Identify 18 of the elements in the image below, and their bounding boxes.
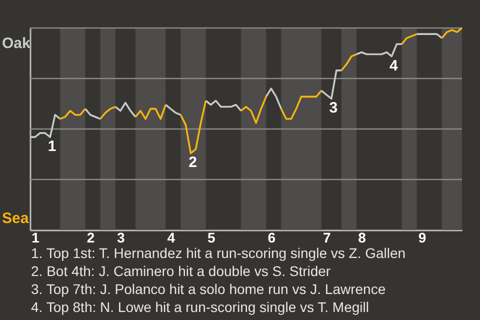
text: 3. Top 7th: J. Polanco hit a solo home run vs J. Lawrence (31, 280, 387, 298)
x-tick-label: 1 (32, 230, 40, 246)
x-tick-label: 4 (167, 230, 176, 246)
annotation: 1 (48, 138, 56, 156)
text: 2. Bot 4th: J. Caminero hit a double vs S. Strider (31, 262, 332, 280)
annotation: 2 (188, 154, 197, 172)
annotation: 4 (390, 57, 399, 74)
text: 4. Top 8th: N. Lowe hit a run-scoring single vs T. Megill (31, 298, 370, 316)
x-tick-label: 2 (86, 230, 95, 246)
x-tick-label: 5 (207, 230, 216, 246)
x-tick-label: 3 (117, 230, 126, 246)
x-tick-label: 9 (418, 230, 426, 246)
x-tick-label: 6 (268, 230, 276, 246)
annotation: 3 (329, 100, 338, 117)
x-tick-label: 8 (358, 230, 366, 246)
text: 1. Top 1st: T. Hernandez hit a run-scoring single vs Z. Gallen (31, 244, 406, 262)
x-tick-label: 7 (322, 230, 331, 246)
text: Sea (2, 210, 30, 227)
